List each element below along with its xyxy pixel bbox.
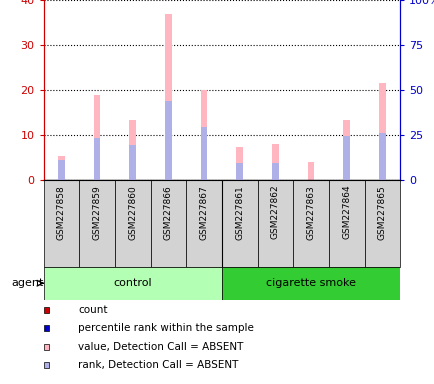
Bar (129, 121, 135, 180)
Bar (221, 180, 257, 267)
Text: GSM227860: GSM227860 (128, 185, 137, 240)
Bar (236, 163, 242, 180)
Bar (343, 136, 349, 180)
Text: GSM227858: GSM227858 (57, 185, 66, 240)
Text: rank, Detection Call = ABSENT: rank, Detection Call = ABSENT (78, 361, 238, 371)
Text: agent: agent (11, 278, 43, 288)
Bar (201, 127, 207, 180)
Bar (343, 121, 349, 180)
Bar (43, 325, 49, 331)
Bar (43, 344, 49, 350)
Bar (272, 163, 278, 180)
Bar (328, 180, 364, 267)
Text: GSM227861: GSM227861 (235, 185, 243, 240)
Text: GSM227866: GSM227866 (164, 185, 172, 240)
Bar (165, 13, 171, 180)
Bar (165, 101, 171, 180)
Bar (129, 145, 135, 180)
Bar (150, 180, 186, 267)
Bar (58, 160, 64, 180)
Bar (201, 90, 207, 180)
Text: GSM227859: GSM227859 (92, 185, 101, 240)
Bar (43, 180, 79, 267)
Text: GSM227863: GSM227863 (306, 185, 315, 240)
Text: count: count (78, 305, 108, 314)
Text: GSM227862: GSM227862 (270, 185, 279, 240)
Bar (58, 156, 64, 180)
Bar (293, 180, 328, 267)
Bar (43, 307, 49, 313)
Text: percentile rank within the sample: percentile rank within the sample (78, 323, 253, 333)
Text: cigarette smoke: cigarette smoke (266, 278, 355, 288)
Bar (79, 180, 115, 267)
Bar (364, 180, 399, 267)
Text: GSM227867: GSM227867 (199, 185, 208, 240)
Bar (94, 95, 100, 180)
Bar (257, 180, 293, 267)
Bar (236, 147, 242, 180)
Text: value, Detection Call = ABSENT: value, Detection Call = ABSENT (78, 342, 243, 352)
Bar (378, 83, 385, 180)
Bar (43, 362, 49, 368)
Text: GSM227865: GSM227865 (377, 185, 386, 240)
Bar (43, 267, 221, 300)
Bar (186, 180, 221, 267)
Text: GSM227864: GSM227864 (342, 185, 350, 240)
Bar (307, 162, 313, 180)
Bar (221, 267, 399, 300)
Text: control: control (113, 278, 151, 288)
Bar (378, 133, 385, 180)
Bar (115, 180, 150, 267)
Bar (94, 138, 100, 180)
Bar (272, 144, 278, 180)
